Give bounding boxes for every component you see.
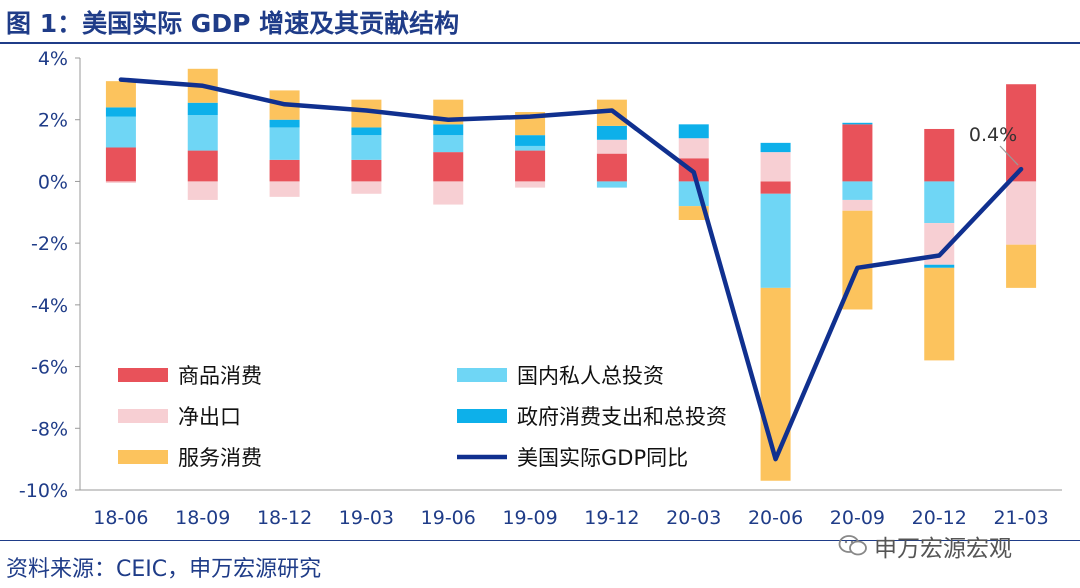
bar-government [105, 107, 136, 117]
gdp-line [118, 77, 1024, 462]
watermark: 申万宏源宏观 [838, 529, 1012, 563]
legend-swatch-net-exports [118, 409, 168, 423]
x-tick-label: 20-12 [912, 507, 967, 529]
bar-goods [760, 181, 791, 194]
annotation-leader [999, 145, 1019, 166]
bar-private-investment [105, 116, 136, 148]
bar-services [924, 267, 955, 361]
x-tick-label: 18-12 [257, 507, 312, 529]
x-tick-label: 19-03 [339, 507, 394, 529]
x-tick-label: 20-06 [748, 507, 803, 529]
watermark-text: 申万宏源宏观 [874, 536, 1012, 562]
bar-government [351, 127, 382, 136]
bar-private-investment [351, 135, 382, 160]
bar-goods [842, 124, 873, 182]
bar-government [760, 142, 791, 153]
bar-goods [433, 152, 464, 182]
annotation-label: 0.4% [969, 124, 1017, 146]
legend-swatch-private-investment [457, 368, 507, 382]
y-tick-label: 0% [38, 171, 68, 193]
y-tick-label: -2% [31, 233, 68, 255]
bar-government [596, 125, 627, 140]
axes: 4% 2% 0% -2% -4% -6% -8% -10% 18-06 18-09 18-12 19-… [19, 48, 1062, 529]
bar-goods [924, 128, 955, 182]
bar-government [842, 122, 873, 125]
x-tick-label: 18-06 [93, 507, 148, 529]
title-rule [0, 42, 1080, 44]
x-tick-label: 19-06 [421, 507, 476, 529]
source-rule [0, 540, 1080, 541]
bar-private-investment [760, 193, 791, 288]
figure-title: 图 1：美国实际 GDP 增速及其贡献结构 [6, 9, 460, 38]
y-tick-label: -4% [31, 295, 68, 317]
bar-goods [351, 159, 382, 182]
x-tick-label: 18-09 [175, 507, 230, 529]
source-note: 资料来源：CEIC，申万宏源研究 [6, 557, 322, 582]
bar-goods [269, 159, 300, 182]
bar-private-investment [433, 135, 464, 153]
annotation-group: 0.4% [969, 124, 1019, 166]
legend-swatch-government [457, 409, 507, 423]
bar-government [187, 102, 218, 116]
y-tick-label: 2% [38, 110, 68, 132]
bar-net-exports [515, 181, 546, 188]
bar-private-investment [187, 115, 218, 151]
bar-net-exports [433, 181, 464, 205]
gdp-line-group [118, 77, 1024, 462]
bar-net-exports [842, 199, 873, 211]
bar-government [515, 135, 546, 146]
legend-label: 净出口 [178, 405, 241, 429]
bar-net-exports [596, 139, 627, 154]
legend-swatch-services [118, 450, 168, 464]
legend-label: 国内私人总投资 [517, 364, 664, 388]
bar-private-investment [924, 181, 955, 224]
y-tick-label: -10% [19, 480, 68, 502]
bar-services [678, 206, 709, 220]
x-tick-label: 20-09 [830, 507, 885, 529]
bar-services [105, 81, 136, 108]
x-tick-label: 21-03 [993, 507, 1048, 529]
legend-label: 服务消费 [178, 446, 262, 470]
bar-net-exports [1006, 181, 1037, 245]
legend-label: 政府消费支出和总投资 [517, 405, 727, 429]
bar-private-investment [842, 181, 873, 200]
y-tick-label: -8% [31, 418, 68, 440]
bar-goods [1006, 84, 1037, 182]
x-tick-label: 19-12 [584, 507, 639, 529]
bar-net-exports [105, 181, 136, 183]
bar-government [433, 124, 464, 136]
bar-government [269, 119, 300, 128]
bar-services [760, 287, 791, 481]
bar-net-exports [187, 181, 218, 200]
x-tick-label: 19-09 [502, 507, 557, 529]
bar-goods [596, 153, 627, 182]
bar-net-exports [678, 138, 709, 159]
bar-government [678, 124, 709, 139]
wechat-icon [838, 535, 867, 556]
legend-label: 商品消费 [178, 364, 262, 388]
bar-goods [187, 150, 218, 182]
legend-label: 美国实际GDP同比 [517, 446, 688, 470]
bar-government [924, 264, 955, 268]
bar-goods [515, 150, 546, 182]
bar-net-exports [269, 181, 300, 197]
y-tick-label: -6% [31, 357, 68, 379]
bar-private-investment [269, 127, 300, 160]
bar-private-investment [596, 181, 627, 188]
bar-net-exports [760, 152, 791, 182]
bar-goods [105, 147, 136, 182]
bar-private-investment [515, 145, 546, 151]
bar-net-exports [351, 181, 382, 194]
legend-swatch-goods [118, 368, 168, 382]
x-tick-label: 20-03 [666, 507, 721, 529]
y-tick-label: 4% [38, 48, 68, 70]
bar-services [1006, 244, 1037, 288]
